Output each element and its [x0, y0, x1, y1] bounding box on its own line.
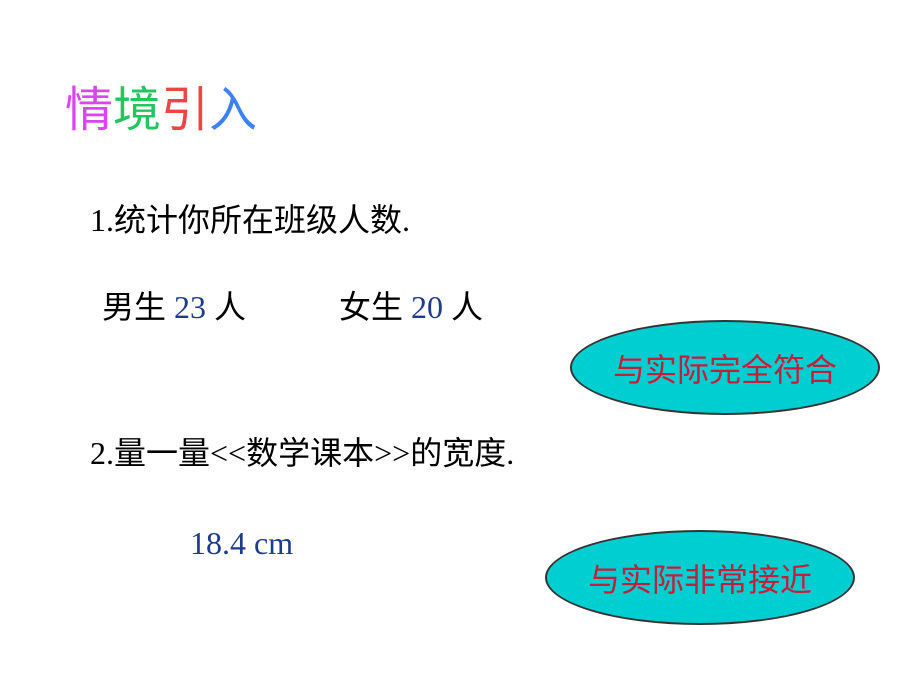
- title-char-1: 情: [65, 70, 113, 140]
- title-char-4: 入: [209, 70, 257, 140]
- male-label: 男生: [102, 289, 166, 325]
- female-suffix: 人: [451, 289, 483, 325]
- female-label: 女生: [339, 289, 403, 325]
- gender-counts-line: 男生 23 人 女生 20 人: [102, 282, 483, 328]
- title-char-3: 引: [161, 70, 209, 140]
- annotation-text-2: 与实际非常接近: [588, 555, 812, 601]
- annotation-ellipse-2: 与实际非常接近: [545, 530, 855, 625]
- slide-title: 情 境 引 入: [65, 70, 257, 140]
- measurement-value: 18.4 cm: [190, 525, 293, 562]
- male-suffix: 人: [214, 289, 246, 325]
- title-char-2: 境: [113, 70, 161, 140]
- annotation-text-1: 与实际完全符合: [613, 345, 837, 391]
- male-value: 23: [174, 289, 206, 325]
- question-1: 1.统计你所在班级人数.: [90, 195, 410, 241]
- question-2: 2.量一量<<数学课本>>的宽度.: [90, 428, 514, 474]
- annotation-ellipse-1: 与实际完全符合: [570, 320, 880, 415]
- female-value: 20: [411, 289, 443, 325]
